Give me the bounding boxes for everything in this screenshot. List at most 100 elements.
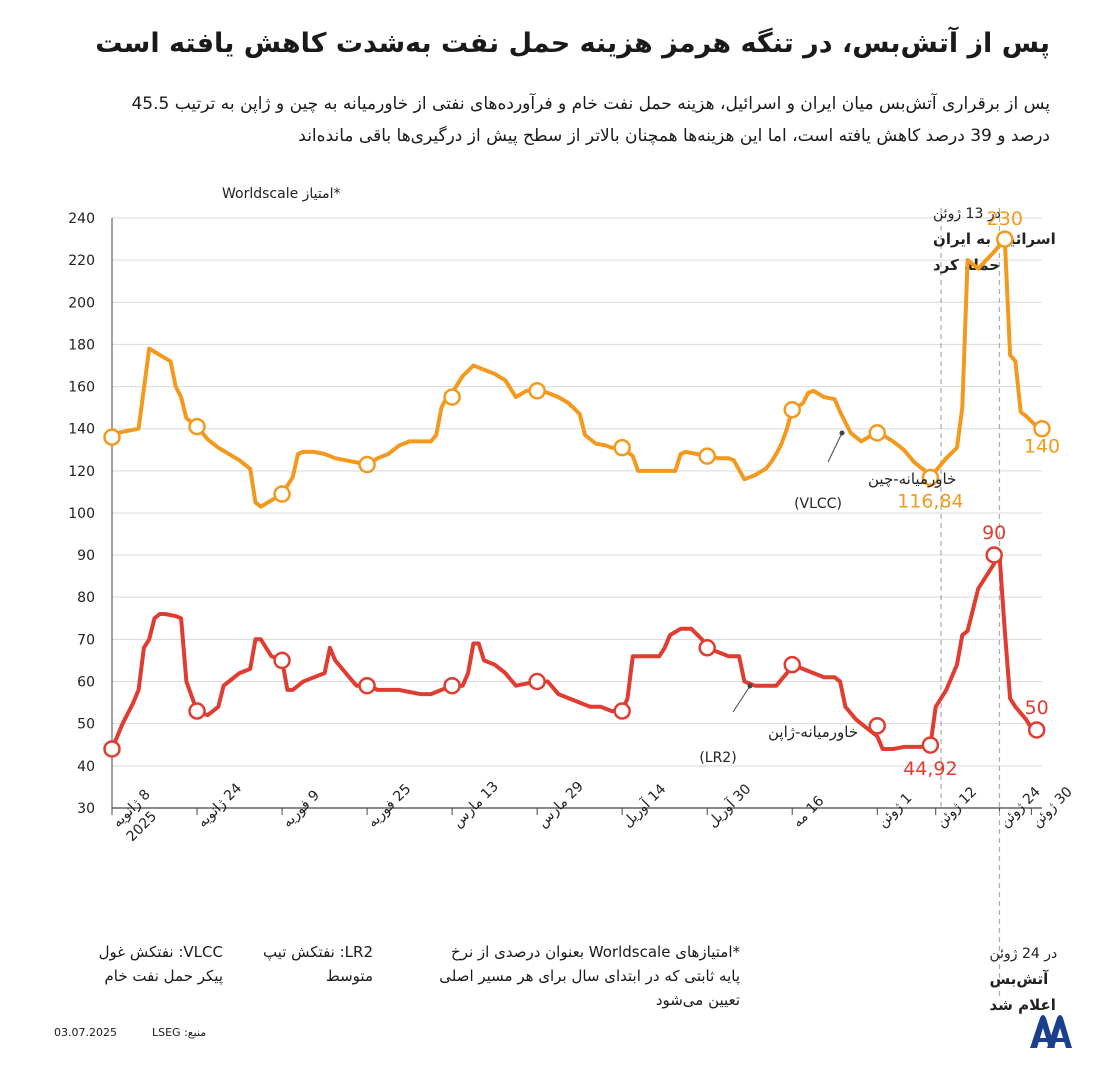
y-tick-label: 140 [68,422,95,438]
x-tick-label-line: 12 ژوئن [933,784,980,831]
event-annotation-line: آتش‌بس [989,970,1049,988]
data-point-marker [783,401,801,419]
value-annotation: 116,84 [897,491,963,513]
data-point-marker [528,672,546,691]
value-annotation: 50 [1025,697,1049,719]
worldscale-note: *امتیازهای Worldscale بعنوان درصدی از نر… [380,940,740,1012]
y-tick-label: 30 [77,801,95,817]
data-point-marker [273,651,291,670]
data-point-marker [528,382,546,400]
value-annotation: 230 [987,208,1023,230]
y-tick-label: 200 [68,295,95,311]
series-label: خاورمیانه-ژاپن [768,723,858,742]
leader-line [827,432,843,463]
data-point-marker [921,468,940,487]
x-tick-label: 16 مه [790,793,828,831]
data-point-marker [1027,721,1046,739]
y-tick-label: 220 [68,253,95,269]
value-annotation: 90 [982,522,1006,544]
value-annotation: 44,92 [903,758,957,780]
y-tick-label: 80 [77,590,95,606]
vlcc-note-line1: VLCC: نفتکش غول [98,943,223,961]
data-point-marker [443,676,461,695]
data-point-marker [698,447,716,465]
x-tick-label: 24 ژانویه [195,780,246,831]
lr2-note-line2: متوسط [325,967,373,985]
y-tick-label: 240 [68,211,95,227]
data-point-marker [996,230,1014,248]
data-point-marker [103,740,121,758]
event-annotation-line: در 13 ژوئن [933,206,1001,222]
vlcc-note-line2: پیکر حمل نفت خام [104,967,224,985]
data-point-marker [698,639,716,657]
data-point-marker [358,676,376,695]
x-tick-label: 30 آوریل [704,780,754,830]
data-point-marker [985,546,1003,564]
event-annotation-line: در 24 ژوئن [989,946,1057,962]
y-tick-label: 100 [68,506,95,522]
data-point-marker [188,417,206,436]
date-stamp: 03.07.2025 [54,1026,117,1039]
value-annotation: 140 [1024,436,1060,458]
leader-dot [839,430,845,436]
series-label-sub: (VLCC) [794,496,842,512]
x-tick-label: 9 فوریه [280,787,323,830]
x-tick-label: 1 ژوئن [875,790,916,831]
data-point-marker [103,428,121,446]
vlcc-note: VLCC: نفتکش غول پیکر حمل نفت خام [3,940,223,988]
data-point-marker [1033,419,1051,438]
x-tick-label-line: 13 مارس [450,779,502,831]
source-label: منبع: LSEG [152,1026,207,1039]
worldscale-note-line1: *امتیازهای Worldscale بعنوان درصدی از نر… [451,943,740,961]
y-tick-label: 90 [77,548,95,564]
lr2-note: LR2: نفتکش تیپ متوسط [233,940,373,988]
data-point-marker [868,717,887,735]
y-tick-label: 60 [77,675,95,691]
x-tick-label-line: 29 مارس [535,779,587,831]
data-point-marker [921,736,940,754]
page-title: پس از آتش‌بس، در تنگه هرمز هزینه حمل نفت… [95,28,1050,59]
y-tick-label: 160 [68,380,95,396]
x-tick-label-line: 1 ژوئن [875,790,916,831]
lr2-note-line1: LR2: نفتکش تیپ [262,943,373,961]
x-tick-label-line: 25 فوریه [365,781,415,831]
x-tick-label: 29 مارس [535,779,587,831]
y-tick-label: 50 [77,717,95,733]
x-tick-label: 13 مارس [450,779,502,831]
y-tick-label: 70 [77,632,95,648]
x-tick-label: 25 فوریه [365,781,415,831]
data-point-marker [613,438,631,457]
x-tick-label-line: 16 مه [790,793,828,831]
y-tick-label: 40 [77,759,95,775]
event-annotation-line: اعلام شد [989,996,1055,1014]
worldscale-note-line2: پایه ثابتی که در ابتدای سال برای هر مسیر… [439,967,740,985]
x-tick-label-line: 14 آوریل [619,780,669,830]
leader-dot [747,683,753,689]
x-tick-label-line: 9 فوریه [280,787,323,830]
data-point-marker [868,424,887,442]
data-point-marker [783,655,801,674]
series-line [110,553,1039,751]
y-tick-label: 180 [68,337,95,353]
data-point-marker [443,388,461,406]
event-annotation-line: اسرائیل به ایران [933,230,1056,248]
data-point-marker [273,485,291,503]
y-axis-label: *امتیاز Worldscale [222,186,341,202]
data-point-marker [188,702,206,720]
x-tick-label: 14 آوریل [619,780,669,830]
x-tick-label: 12 ژوئن [933,784,980,831]
x-tick-label-line: 30 آوریل [704,780,754,830]
series-label-sub: (LR2) [699,750,736,766]
x-tick-label-line: 24 ژانویه [195,780,246,831]
y-tick-label: 120 [68,464,95,480]
series-line [110,237,1044,509]
data-point-marker [613,702,631,720]
worldscale-note-line3: تعیین می‌شود [655,991,740,1009]
page-subtitle: پس از برقراری آتش‌بس میان ایران و اسرائی… [131,94,1050,146]
data-point-marker [358,455,376,474]
aa-logo-icon [1030,1015,1072,1048]
series-label: خاورمیانه-چین [868,470,956,488]
leader-line [732,685,751,713]
